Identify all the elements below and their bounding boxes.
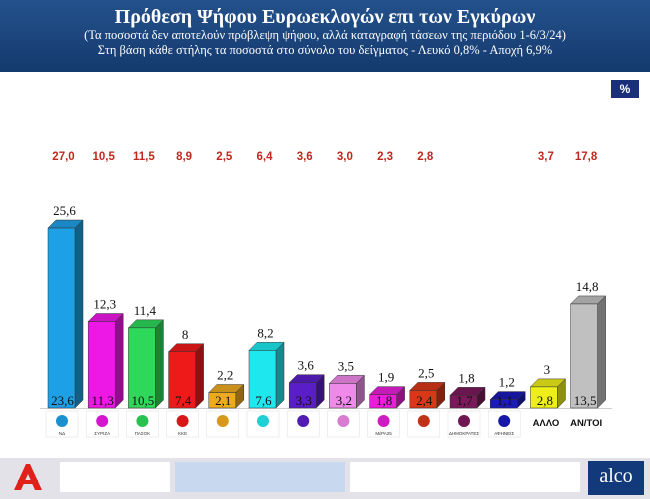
bar-side-0 bbox=[74, 219, 84, 409]
bar-8 bbox=[369, 394, 397, 409]
bar-base-value-label: 1,8 bbox=[376, 393, 392, 408]
previous-value-label: 11,5 bbox=[133, 151, 155, 163]
party-logo-mark-1 bbox=[96, 415, 109, 427]
party-logo-mark-7 bbox=[337, 415, 350, 427]
bar-9 bbox=[409, 390, 438, 409]
party-logo-mark-10 bbox=[458, 415, 470, 427]
bar-value-label: 14,8 bbox=[576, 279, 599, 294]
footer-segment bbox=[60, 462, 170, 492]
bar-value-label: 2,5 bbox=[418, 365, 434, 380]
bar-base-value-label: 10,5 bbox=[132, 393, 155, 408]
party-logo-mark-11 bbox=[498, 415, 511, 427]
chart-header: Πρόθεση Ψήφου Ευρωεκλογών επι των Εγκύρω… bbox=[0, 0, 650, 72]
party-logo-text: ΔΗΜΟΚΡΑΤΕΣ bbox=[449, 431, 480, 436]
bar-side-3 bbox=[195, 343, 204, 409]
bar-value-label: 8 bbox=[182, 327, 189, 342]
bar-13 bbox=[570, 303, 598, 409]
bar-11 bbox=[489, 399, 518, 409]
party-logo-text: ΑΦΗΝΕΙΣ bbox=[494, 431, 514, 436]
bar-value-label: 1,2 bbox=[499, 375, 515, 390]
party-logo-text: ΠΑΣΟΚ bbox=[135, 431, 151, 436]
chart-title: Πρόθεση Ψήφου Ευρωεκλογών επι των Εγκύρω… bbox=[114, 6, 536, 28]
bar-3 bbox=[168, 351, 196, 409]
bar-base-value-label: 1,7 bbox=[456, 393, 473, 408]
footer-bar bbox=[0, 458, 650, 499]
party-logo-text: ΝΔ bbox=[59, 431, 65, 436]
bar-base-value-label: 11,3 bbox=[92, 393, 114, 408]
bar-side-13 bbox=[597, 295, 606, 409]
previous-value-label: 8,9 bbox=[176, 151, 192, 163]
bar-6 bbox=[288, 382, 317, 409]
bar-value-label: 8,2 bbox=[257, 325, 273, 340]
footer-segment bbox=[175, 462, 345, 492]
bar-base-value-label: 7,6 bbox=[255, 393, 272, 408]
bar-chart: 25,6 23,6 27,0 ΝΔ 12,3 11,3 10,5 ΣΥΡΙΖΑ 11,4 10,5… bbox=[40, 151, 612, 438]
footer-segment bbox=[350, 462, 580, 492]
party-logo-mark-2 bbox=[136, 415, 149, 427]
party-logo-mark-5 bbox=[257, 415, 269, 427]
category-label: ΑΝ/ΤΟΙ bbox=[570, 418, 602, 429]
bar-base-value-label: 3,3 bbox=[296, 393, 312, 408]
bar-base-value-label: 1,1 bbox=[497, 393, 513, 408]
party-logo-mark-3 bbox=[176, 415, 189, 427]
party-logo-text: ΚΚΕ bbox=[178, 431, 187, 436]
bar-value-label: 1,8 bbox=[458, 370, 474, 385]
bar-5 bbox=[248, 350, 277, 409]
previous-value-label: 17,8 bbox=[575, 151, 598, 163]
bar-2 bbox=[128, 327, 156, 409]
bar-1 bbox=[87, 321, 116, 409]
bar-side-2 bbox=[155, 319, 164, 409]
previous-value-label: 3,0 bbox=[337, 151, 353, 163]
chart-subtitle-base: Στη βάση κάθε στήλης τα ποσοστά στο σύνο… bbox=[97, 43, 553, 57]
bar-value-label: 3,6 bbox=[298, 358, 315, 373]
bar-value-label: 2,2 bbox=[217, 368, 233, 383]
chart-subtitle-period: (Τα ποσοστά δεν αποτελούν πρόβλεψη ψήφου… bbox=[84, 28, 566, 42]
bar-10 bbox=[449, 395, 478, 409]
bar-value-label: 11,4 bbox=[134, 303, 157, 318]
percent-unit-badge: % bbox=[611, 80, 639, 98]
previous-value-label: 6,4 bbox=[257, 151, 274, 163]
previous-value-label: 2,8 bbox=[417, 151, 434, 163]
party-logo-5 bbox=[246, 410, 280, 438]
previous-value-label: 2,5 bbox=[216, 151, 233, 163]
bar-7 bbox=[329, 383, 357, 409]
bar-side-5 bbox=[275, 341, 285, 409]
bar-base-value-label: 23,6 bbox=[51, 393, 74, 408]
party-logo-mark-6 bbox=[297, 415, 310, 427]
previous-value-label: 27,0 bbox=[52, 151, 74, 163]
previous-value-label: 3,7 bbox=[538, 151, 554, 163]
bar-value-label: 1,9 bbox=[378, 370, 394, 385]
pollster-brand-logo bbox=[14, 464, 42, 490]
category-label: ΑΛΛΟ bbox=[533, 418, 560, 429]
bar-value-label: 3 bbox=[544, 362, 551, 377]
previous-value-label: 10,5 bbox=[93, 151, 116, 163]
bar-base-value-label: 2,8 bbox=[537, 393, 553, 408]
party-logo-mark-4 bbox=[216, 415, 229, 427]
bar-value-label: 3,5 bbox=[338, 358, 354, 373]
bar-0 bbox=[47, 227, 76, 409]
party-logo-mark-9 bbox=[417, 415, 430, 427]
bar-value-label: 12,3 bbox=[93, 297, 116, 312]
party-logo-mark-8 bbox=[377, 415, 390, 427]
bar-side-1 bbox=[114, 312, 124, 409]
party-logo-mark-0 bbox=[56, 415, 68, 427]
alco-logo: alco bbox=[588, 461, 644, 495]
bar-base-value-label: 3,2 bbox=[336, 393, 352, 408]
bar-base-value-label: 2,1 bbox=[215, 393, 231, 408]
previous-value-label: 2,3 bbox=[377, 151, 393, 163]
bar-base-value-label: 13,5 bbox=[574, 393, 597, 408]
previous-value-label: 3,6 bbox=[297, 151, 313, 163]
bar-value-label: 25,6 bbox=[53, 203, 76, 218]
bar-4 bbox=[208, 392, 237, 409]
bar-12 bbox=[530, 386, 558, 409]
party-logo-text: ΣΥΡΙΖΑ bbox=[94, 431, 110, 436]
bar-base-value-label: 7,4 bbox=[175, 393, 192, 408]
party-logo-text: ΜέΡΑ25 bbox=[375, 430, 392, 436]
bar-base-value-label: 2,4 bbox=[416, 393, 433, 408]
